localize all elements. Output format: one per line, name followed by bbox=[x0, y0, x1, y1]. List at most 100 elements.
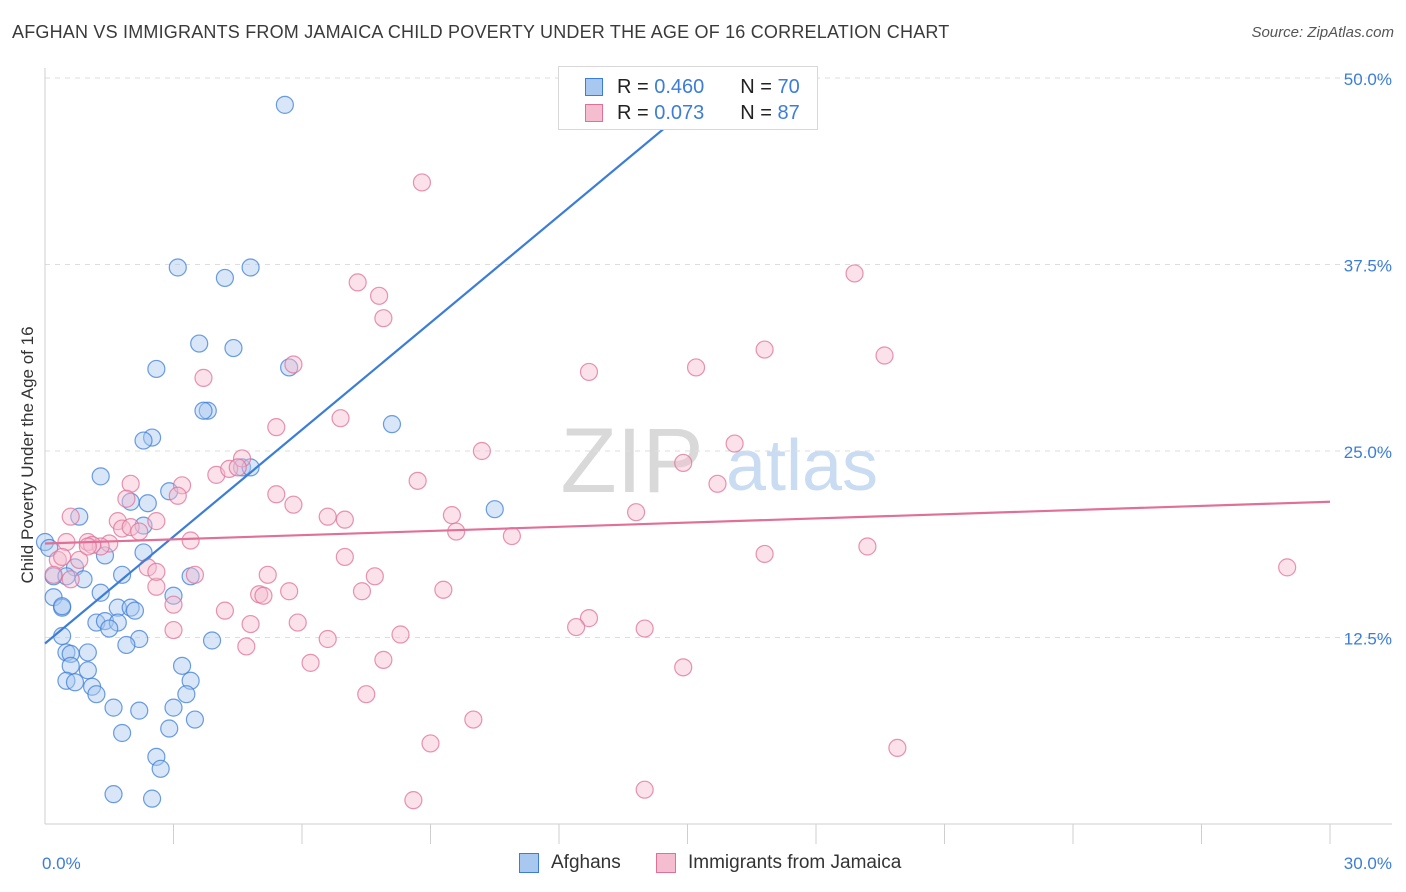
afghans-point bbox=[91, 467, 110, 486]
jamaica-point bbox=[301, 653, 320, 672]
jamaica-point bbox=[164, 620, 183, 640]
afghans-point bbox=[125, 601, 145, 620]
jamaica-point bbox=[61, 507, 80, 526]
watermark-zip: ZIP bbox=[560, 410, 703, 512]
legend-item-jamaica: Immigrants from Jamaica bbox=[656, 852, 901, 874]
legend-label-afghans: Afghans bbox=[551, 852, 621, 873]
afghans-point bbox=[65, 673, 85, 692]
afghans-point bbox=[164, 698, 183, 717]
jamaica-point bbox=[194, 368, 213, 387]
jamaica-point bbox=[374, 650, 393, 669]
afghans-point bbox=[190, 334, 209, 353]
gridlines bbox=[45, 77, 1392, 638]
afghans-point bbox=[147, 359, 166, 379]
afghans-point bbox=[78, 643, 97, 662]
jamaica-point bbox=[421, 734, 440, 753]
jamaica-point bbox=[78, 537, 97, 556]
afghans-point bbox=[87, 685, 106, 704]
jamaica-point bbox=[147, 577, 166, 596]
afghans-trend-line bbox=[44, 101, 697, 645]
axes bbox=[44, 68, 1392, 844]
afghans-point bbox=[61, 656, 80, 675]
jamaica-point bbox=[635, 619, 654, 638]
legend-swatch-jamaica bbox=[585, 104, 603, 122]
afghans-point bbox=[138, 494, 157, 513]
jamaica-point bbox=[434, 580, 453, 599]
afghans-point bbox=[177, 685, 196, 704]
jamaica-point bbox=[626, 503, 646, 522]
afghans-point bbox=[134, 543, 153, 562]
jamaica-point bbox=[267, 485, 286, 504]
jamaica-point bbox=[164, 595, 183, 614]
series-afghans bbox=[35, 95, 504, 808]
legend-n-label: N = bbox=[740, 101, 772, 124]
jamaica-point bbox=[280, 582, 299, 601]
jamaica-point bbox=[408, 471, 427, 490]
afghans-point bbox=[134, 431, 153, 450]
jamaica-point bbox=[318, 507, 337, 526]
legend-r-label: R = bbox=[617, 101, 649, 124]
afghans-point bbox=[168, 258, 187, 277]
jamaica-trend-line bbox=[44, 500, 1331, 545]
jamaica-point bbox=[348, 273, 367, 292]
watermark-atlas: atlas bbox=[726, 426, 878, 506]
y-tick-label: 50.0% bbox=[1344, 70, 1392, 89]
jamaica-point bbox=[1278, 558, 1297, 577]
jamaica-point bbox=[237, 637, 256, 656]
jamaica-point bbox=[258, 565, 277, 584]
legend-label-jamaica: Immigrants from Jamaica bbox=[688, 852, 902, 873]
afghans-point bbox=[215, 268, 234, 288]
jamaica-point bbox=[228, 458, 247, 477]
jamaica-point bbox=[288, 613, 307, 632]
afghans-point bbox=[198, 401, 217, 420]
jamaica-point bbox=[374, 309, 393, 328]
afghans-point bbox=[112, 723, 132, 743]
legend-swatch-afghans bbox=[519, 853, 539, 873]
jamaica-point bbox=[254, 586, 273, 605]
jamaica-point bbox=[674, 658, 693, 677]
jamaica-point bbox=[858, 537, 877, 556]
jamaica-point bbox=[70, 550, 89, 570]
chart-source: Source: ZipAtlas.com bbox=[1251, 24, 1394, 41]
legend-row-jamaica: R = 0.073 N = 87 bbox=[585, 101, 800, 125]
jamaica-point bbox=[875, 346, 894, 365]
x-tick-label-max: 30.0% bbox=[1344, 854, 1392, 873]
jamaica-point bbox=[44, 565, 63, 584]
legend-r-value-afghans: 0.460 bbox=[654, 75, 705, 98]
afghans-point bbox=[202, 631, 222, 650]
jamaica-point bbox=[567, 617, 586, 637]
afghans-point bbox=[78, 661, 97, 680]
jamaica-point bbox=[412, 173, 432, 192]
jamaica-point bbox=[267, 418, 286, 437]
afghans-point bbox=[275, 95, 294, 114]
jamaica-point bbox=[370, 286, 389, 305]
jamaica-point bbox=[447, 522, 466, 541]
jamaica-point bbox=[130, 522, 149, 541]
afghans-point bbox=[485, 500, 504, 519]
jamaica-point bbox=[579, 609, 599, 628]
jamaica-point bbox=[318, 629, 337, 649]
jamaica-point bbox=[117, 489, 136, 508]
jamaica-point bbox=[502, 526, 521, 546]
jamaica-point bbox=[53, 547, 72, 567]
jamaica-point bbox=[755, 544, 774, 564]
legend-swatch-jamaica bbox=[656, 853, 676, 873]
afghans-point bbox=[241, 258, 260, 277]
jamaica-point bbox=[147, 562, 166, 581]
jamaica-point bbox=[686, 358, 706, 377]
jamaica-point bbox=[442, 506, 462, 525]
jamaica-point bbox=[755, 340, 774, 359]
afghans-point bbox=[117, 635, 136, 655]
afghans-point bbox=[74, 570, 93, 589]
jamaica-point bbox=[579, 362, 599, 382]
afghans-point bbox=[112, 565, 132, 584]
afghans-point bbox=[108, 598, 127, 617]
jamaica-point bbox=[232, 449, 252, 468]
jamaica-point bbox=[888, 738, 907, 758]
afghans-point bbox=[194, 401, 213, 420]
jamaica-point bbox=[404, 791, 423, 810]
jamaica-point bbox=[635, 780, 654, 799]
watermark: ZIP atlas bbox=[560, 410, 878, 512]
afghans-point bbox=[224, 338, 243, 358]
